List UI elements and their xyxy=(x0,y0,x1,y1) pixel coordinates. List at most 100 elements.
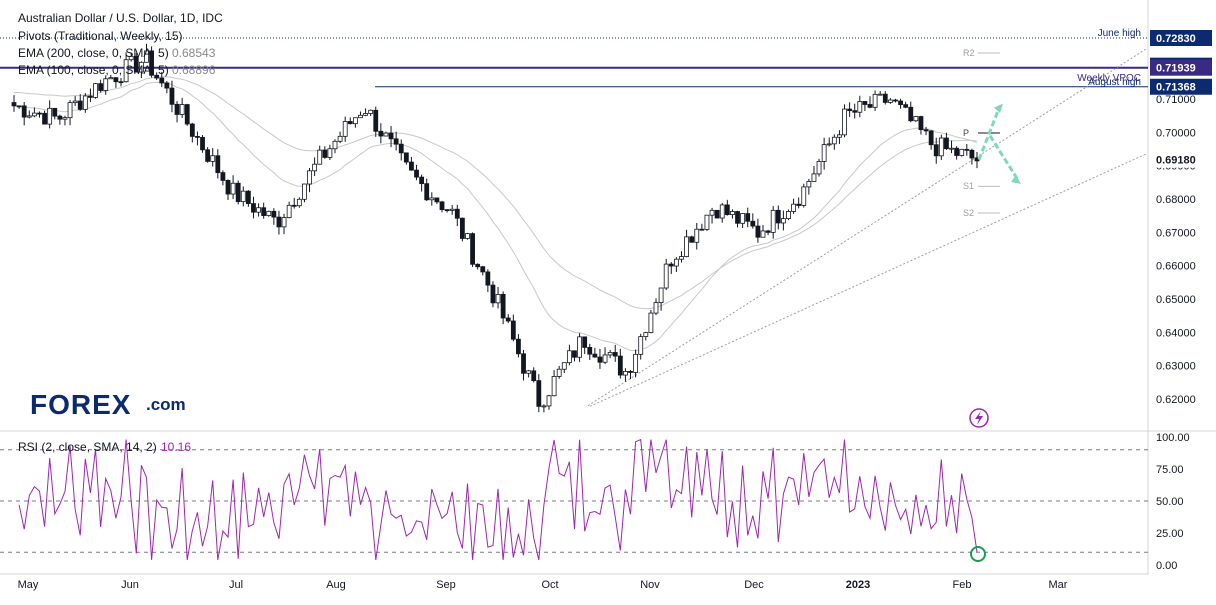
candle-body xyxy=(189,123,195,137)
candle-body xyxy=(923,129,929,132)
candle-body xyxy=(592,353,598,358)
rsi-tick-label: 25.00 xyxy=(1156,528,1184,540)
candle-body xyxy=(755,225,761,238)
candle-body xyxy=(730,211,735,216)
candle-body xyxy=(215,155,221,174)
candle-body xyxy=(816,161,822,175)
candle-body xyxy=(831,136,837,145)
candle-body xyxy=(918,116,924,131)
candle-body xyxy=(882,93,888,103)
candle-body xyxy=(826,143,832,146)
candle-body xyxy=(72,100,78,104)
price-tag[interactable] xyxy=(1150,59,1212,76)
bullish-arrow-line[interactable] xyxy=(977,105,1002,161)
time-axis[interactable]: May Jun Jul Aug Sep Oct Nov Dec 2023 Feb Mar xyxy=(18,579,1068,591)
pivots-legend[interactable]: Pivots (Traditional, Weekly, 15) xyxy=(18,29,183,43)
candle-body xyxy=(791,203,796,212)
candle-body xyxy=(144,50,149,63)
candle-body xyxy=(88,95,93,98)
price-axis[interactable]: 0.710000.700000.690000.680000.670000.660… xyxy=(1150,30,1212,572)
price-tick-label: 0.65000 xyxy=(1156,294,1196,306)
candle-body xyxy=(658,287,664,304)
candle-body xyxy=(638,336,644,355)
candle-body xyxy=(174,103,180,115)
candles xyxy=(11,43,980,413)
pivot-r2-label: R2 xyxy=(963,48,975,58)
ema100-legend[interactable]: EMA (100, close, 0, SMA, 5) xyxy=(18,63,169,77)
candle-body xyxy=(154,74,160,79)
candle-body xyxy=(368,109,374,114)
candle-body xyxy=(500,293,506,319)
candle-body xyxy=(93,83,98,98)
candle-body xyxy=(801,186,807,206)
price-tag-label: 0.72830 xyxy=(1156,33,1196,45)
candle-body xyxy=(245,190,251,205)
price-tag[interactable] xyxy=(1150,30,1212,46)
candle-body xyxy=(612,352,618,357)
price-tick-label: 0.64000 xyxy=(1156,327,1196,339)
pivot-p-label: P xyxy=(963,128,969,138)
candle-body xyxy=(867,104,873,108)
candle-body xyxy=(98,83,104,91)
price-tag[interactable] xyxy=(1150,78,1212,95)
rsi-tick-label: 75.00 xyxy=(1156,464,1184,476)
candle-body xyxy=(806,181,812,188)
candle-body xyxy=(347,121,353,125)
trendlines[interactable] xyxy=(587,48,1147,407)
trendline-shallow[interactable] xyxy=(589,153,1147,407)
candle-body xyxy=(673,258,679,267)
price-tick-label: 0.70000 xyxy=(1156,127,1196,139)
candle-body xyxy=(648,312,654,334)
candle-body xyxy=(556,368,562,377)
time-tick-label: Feb xyxy=(953,579,972,591)
candle-body xyxy=(510,320,516,340)
candle-body xyxy=(709,209,715,216)
candle-body xyxy=(735,211,740,224)
candle-body xyxy=(271,210,277,218)
candle-body xyxy=(944,137,949,150)
price-tick-label: 0.62000 xyxy=(1156,394,1196,406)
candle-body xyxy=(653,302,659,314)
projection-arrows[interactable] xyxy=(977,103,1021,184)
candle-body xyxy=(465,233,470,239)
candle-body xyxy=(526,370,532,374)
candle-body xyxy=(607,352,613,356)
candle-body xyxy=(893,99,898,102)
price-tick-label: 0.63000 xyxy=(1156,361,1196,373)
pivot-levels xyxy=(978,52,1000,214)
candle-body xyxy=(617,355,623,376)
candle-body xyxy=(877,93,883,96)
candle-body xyxy=(251,203,256,213)
candle-body xyxy=(179,104,185,115)
ema200-legend[interactable]: EMA (200, close, 0, SMA, 5) xyxy=(18,46,169,60)
candle-body xyxy=(837,134,842,138)
candle-body xyxy=(266,210,272,216)
rsi-legend[interactable]: RSI (2, close, SMA, 14, 2) xyxy=(18,440,157,454)
candle-body xyxy=(623,371,628,376)
candle-body xyxy=(872,93,878,108)
price-tick-label: 0.68000 xyxy=(1156,194,1196,206)
rsi-tick-label: 0.00 xyxy=(1156,560,1177,572)
candle-body xyxy=(322,149,328,158)
rsi-line xyxy=(18,438,978,561)
candle-body xyxy=(505,317,511,322)
candle-body xyxy=(332,140,338,150)
candle-body xyxy=(352,117,358,125)
candle-body xyxy=(307,170,312,185)
candle-body xyxy=(903,104,909,108)
candle-body xyxy=(149,50,154,76)
logo-suffix: .com xyxy=(146,395,186,414)
lightning-icon[interactable] xyxy=(969,408,989,428)
time-tick-label: Jun xyxy=(121,579,139,591)
candle-body xyxy=(281,217,287,228)
candle-body xyxy=(857,101,863,113)
candle-body xyxy=(424,183,430,201)
candle-body xyxy=(485,271,491,286)
candle-body xyxy=(745,213,751,222)
candle-body xyxy=(516,338,521,355)
price-tag[interactable] xyxy=(1150,151,1212,168)
candle-body xyxy=(31,112,37,117)
pivot-s1-label: S1 xyxy=(963,181,974,191)
candle-body xyxy=(225,180,231,195)
